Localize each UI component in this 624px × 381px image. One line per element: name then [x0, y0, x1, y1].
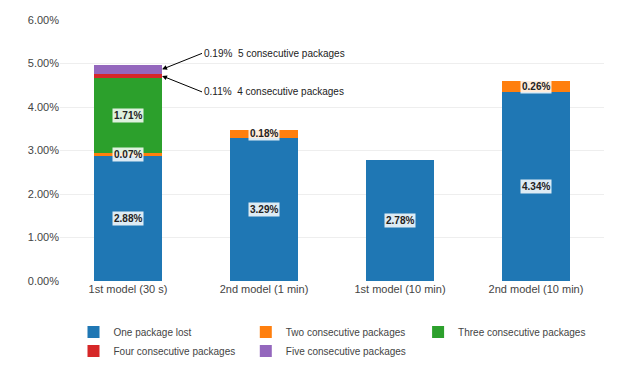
- svg-text:2.78%: 2.78%: [386, 215, 414, 226]
- svg-text:0.26%: 0.26%: [522, 81, 550, 92]
- svg-text:0.19% 5 consecutive packages: 0.19% 5 consecutive packages: [204, 48, 345, 59]
- svg-text:2.00%: 2.00%: [28, 188, 59, 200]
- svg-text:4.34%: 4.34%: [522, 181, 550, 192]
- svg-text:1.00%: 1.00%: [28, 231, 59, 243]
- svg-text:2nd model (10 min): 2nd model (10 min): [489, 283, 584, 295]
- svg-text:1st model (30 s): 1st model (30 s): [89, 283, 168, 295]
- svg-text:2.88%: 2.88%: [114, 213, 142, 224]
- svg-text:6.00%: 6.00%: [28, 14, 59, 26]
- svg-text:3.00%: 3.00%: [28, 144, 59, 156]
- svg-text:3.29%: 3.29%: [250, 204, 278, 215]
- svg-text:0.11% 4 consecutive packages: 0.11% 4 consecutive packages: [204, 86, 344, 97]
- svg-text:1st model (10 min): 1st model (10 min): [354, 283, 445, 295]
- svg-text:Three consecutive packages: Three consecutive packages: [458, 327, 585, 338]
- svg-text:1.71%: 1.71%: [114, 110, 142, 121]
- svg-text:Five consecutive packages: Five consecutive packages: [286, 346, 406, 357]
- svg-text:Two consecutive packages: Two consecutive packages: [286, 327, 406, 338]
- svg-text:0.07%: 0.07%: [114, 149, 142, 160]
- svg-text:0.18%: 0.18%: [250, 128, 278, 139]
- svg-text:Four consecutive packages: Four consecutive packages: [114, 346, 236, 357]
- svg-text:5.00%: 5.00%: [28, 57, 59, 69]
- svg-text:One package lost: One package lost: [114, 327, 192, 338]
- svg-text:0.00%: 0.00%: [28, 275, 59, 287]
- svg-text:4.00%: 4.00%: [28, 101, 59, 113]
- svg-text:2nd model (1 min): 2nd model (1 min): [220, 283, 309, 295]
